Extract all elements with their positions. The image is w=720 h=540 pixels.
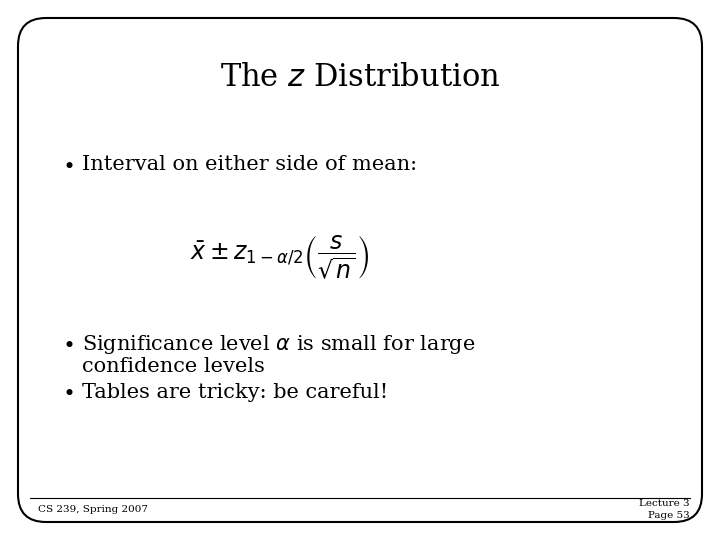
Text: $\bullet$: $\bullet$ — [62, 382, 73, 402]
FancyBboxPatch shape — [18, 18, 702, 522]
Text: The $z$ Distribution: The $z$ Distribution — [220, 63, 500, 93]
Text: $\bullet$: $\bullet$ — [62, 155, 73, 175]
Text: $\bar{x} \pm z_{1-\alpha/2}\left(\dfrac{s}{\sqrt{n}}\right)$: $\bar{x} \pm z_{1-\alpha/2}\left(\dfrac{… — [190, 233, 369, 281]
Text: Lecture 3: Lecture 3 — [639, 500, 690, 509]
Text: CS 239, Spring 2007: CS 239, Spring 2007 — [38, 505, 148, 515]
Text: Tables are tricky: be careful!: Tables are tricky: be careful! — [82, 382, 388, 402]
Text: Interval on either side of mean:: Interval on either side of mean: — [82, 156, 417, 174]
Text: Significance level $\alpha$ is small for large: Significance level $\alpha$ is small for… — [82, 333, 476, 355]
Text: Page 53: Page 53 — [648, 510, 690, 519]
Text: $\bullet$: $\bullet$ — [62, 334, 73, 354]
Text: confidence levels: confidence levels — [82, 356, 265, 375]
